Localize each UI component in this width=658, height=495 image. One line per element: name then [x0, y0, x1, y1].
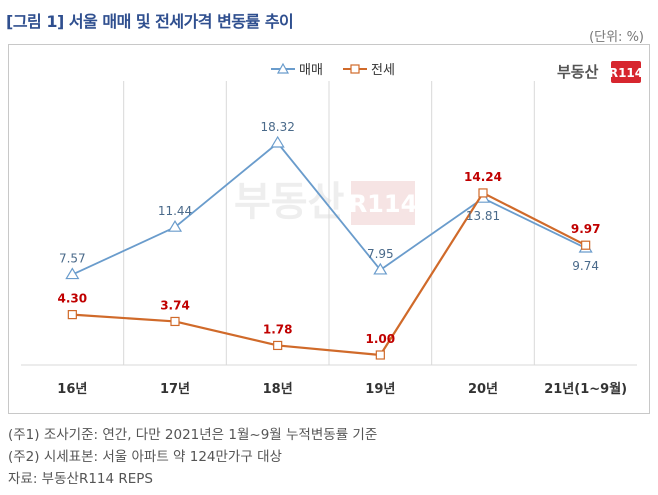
series-line-매매	[71, 142, 587, 276]
data-point-square	[67, 310, 77, 320]
data-point-square	[170, 316, 180, 327]
footnote-1: (주1) 조사기준: 연간, 다만 2021년은 1월~9월 누적변동률 기준	[8, 427, 378, 443]
logo-badge	[611, 61, 641, 83]
legend-label-전세: 전세	[371, 63, 395, 78]
x-tick-label: 21년(1~9월)	[544, 381, 627, 397]
footnotes: (주1) 조사기준: 연간, 다만 2021년은 1월~9월 누적변동률 기준 …	[8, 424, 377, 490]
data-point-triangle	[167, 220, 183, 232]
series-line-전세	[72, 191, 587, 357]
data-label-전세: 4.30	[58, 292, 88, 306]
logo-text: 부동산	[557, 63, 599, 81]
data-label-매매: 7.57	[59, 252, 86, 266]
data-point-square	[273, 340, 283, 351]
data-label-매매: 7.95	[367, 247, 394, 261]
data-point-square	[375, 350, 385, 360]
x-tick-label: 20년	[468, 382, 498, 397]
watermark-text: 부동산	[234, 179, 345, 225]
x-tick-label: 19년	[365, 382, 395, 397]
data-label-전세: 1.00	[366, 332, 396, 346]
data-label-매매: 11.44	[158, 204, 192, 218]
data-point-triangle	[270, 135, 285, 148]
unit-label: (단위: %)	[589, 30, 644, 45]
data-label-전세: 9.97	[571, 222, 601, 236]
legend-marker-square	[350, 64, 360, 74]
chart-frame: 부동산 R114 16년 17년 18년 19년 20년 21년(1~9월) 매매 전세 부동산 R1…	[8, 44, 650, 414]
data-label-전세: 3.74	[160, 298, 190, 312]
x-tick-label: 17년	[160, 382, 190, 397]
data-point-square	[581, 240, 591, 250]
x-tick-label: 16년	[57, 382, 87, 397]
logo-badge-text: R114	[609, 66, 643, 80]
data-label-전세: 1.78	[263, 322, 293, 336]
data-label-매매: 18.32	[260, 120, 294, 134]
legend-label-매매: 매매	[299, 63, 323, 78]
watermark-badge-text: R114	[349, 190, 418, 218]
watermark-badge	[351, 181, 415, 225]
data-label-매매: 13.81	[466, 209, 500, 223]
footnote-2: (주2) 시세표본: 서울 아파트 약 124만가구 대상	[8, 449, 282, 465]
data-label-전세: 14.24	[464, 170, 502, 184]
legend-marker-triangle	[276, 62, 290, 74]
chart-title: [그림 1] 서울 매매 및 전세가격 변동률 추이	[6, 12, 294, 31]
data-point-triangle	[373, 262, 388, 275]
data-point-triangle	[65, 267, 80, 280]
source-note: 자료: 부동산R114 REPS	[8, 471, 153, 487]
x-tick-label: 18년	[263, 382, 293, 397]
data-label-매매: 9.74	[572, 259, 599, 273]
data-point-square	[478, 188, 488, 198]
